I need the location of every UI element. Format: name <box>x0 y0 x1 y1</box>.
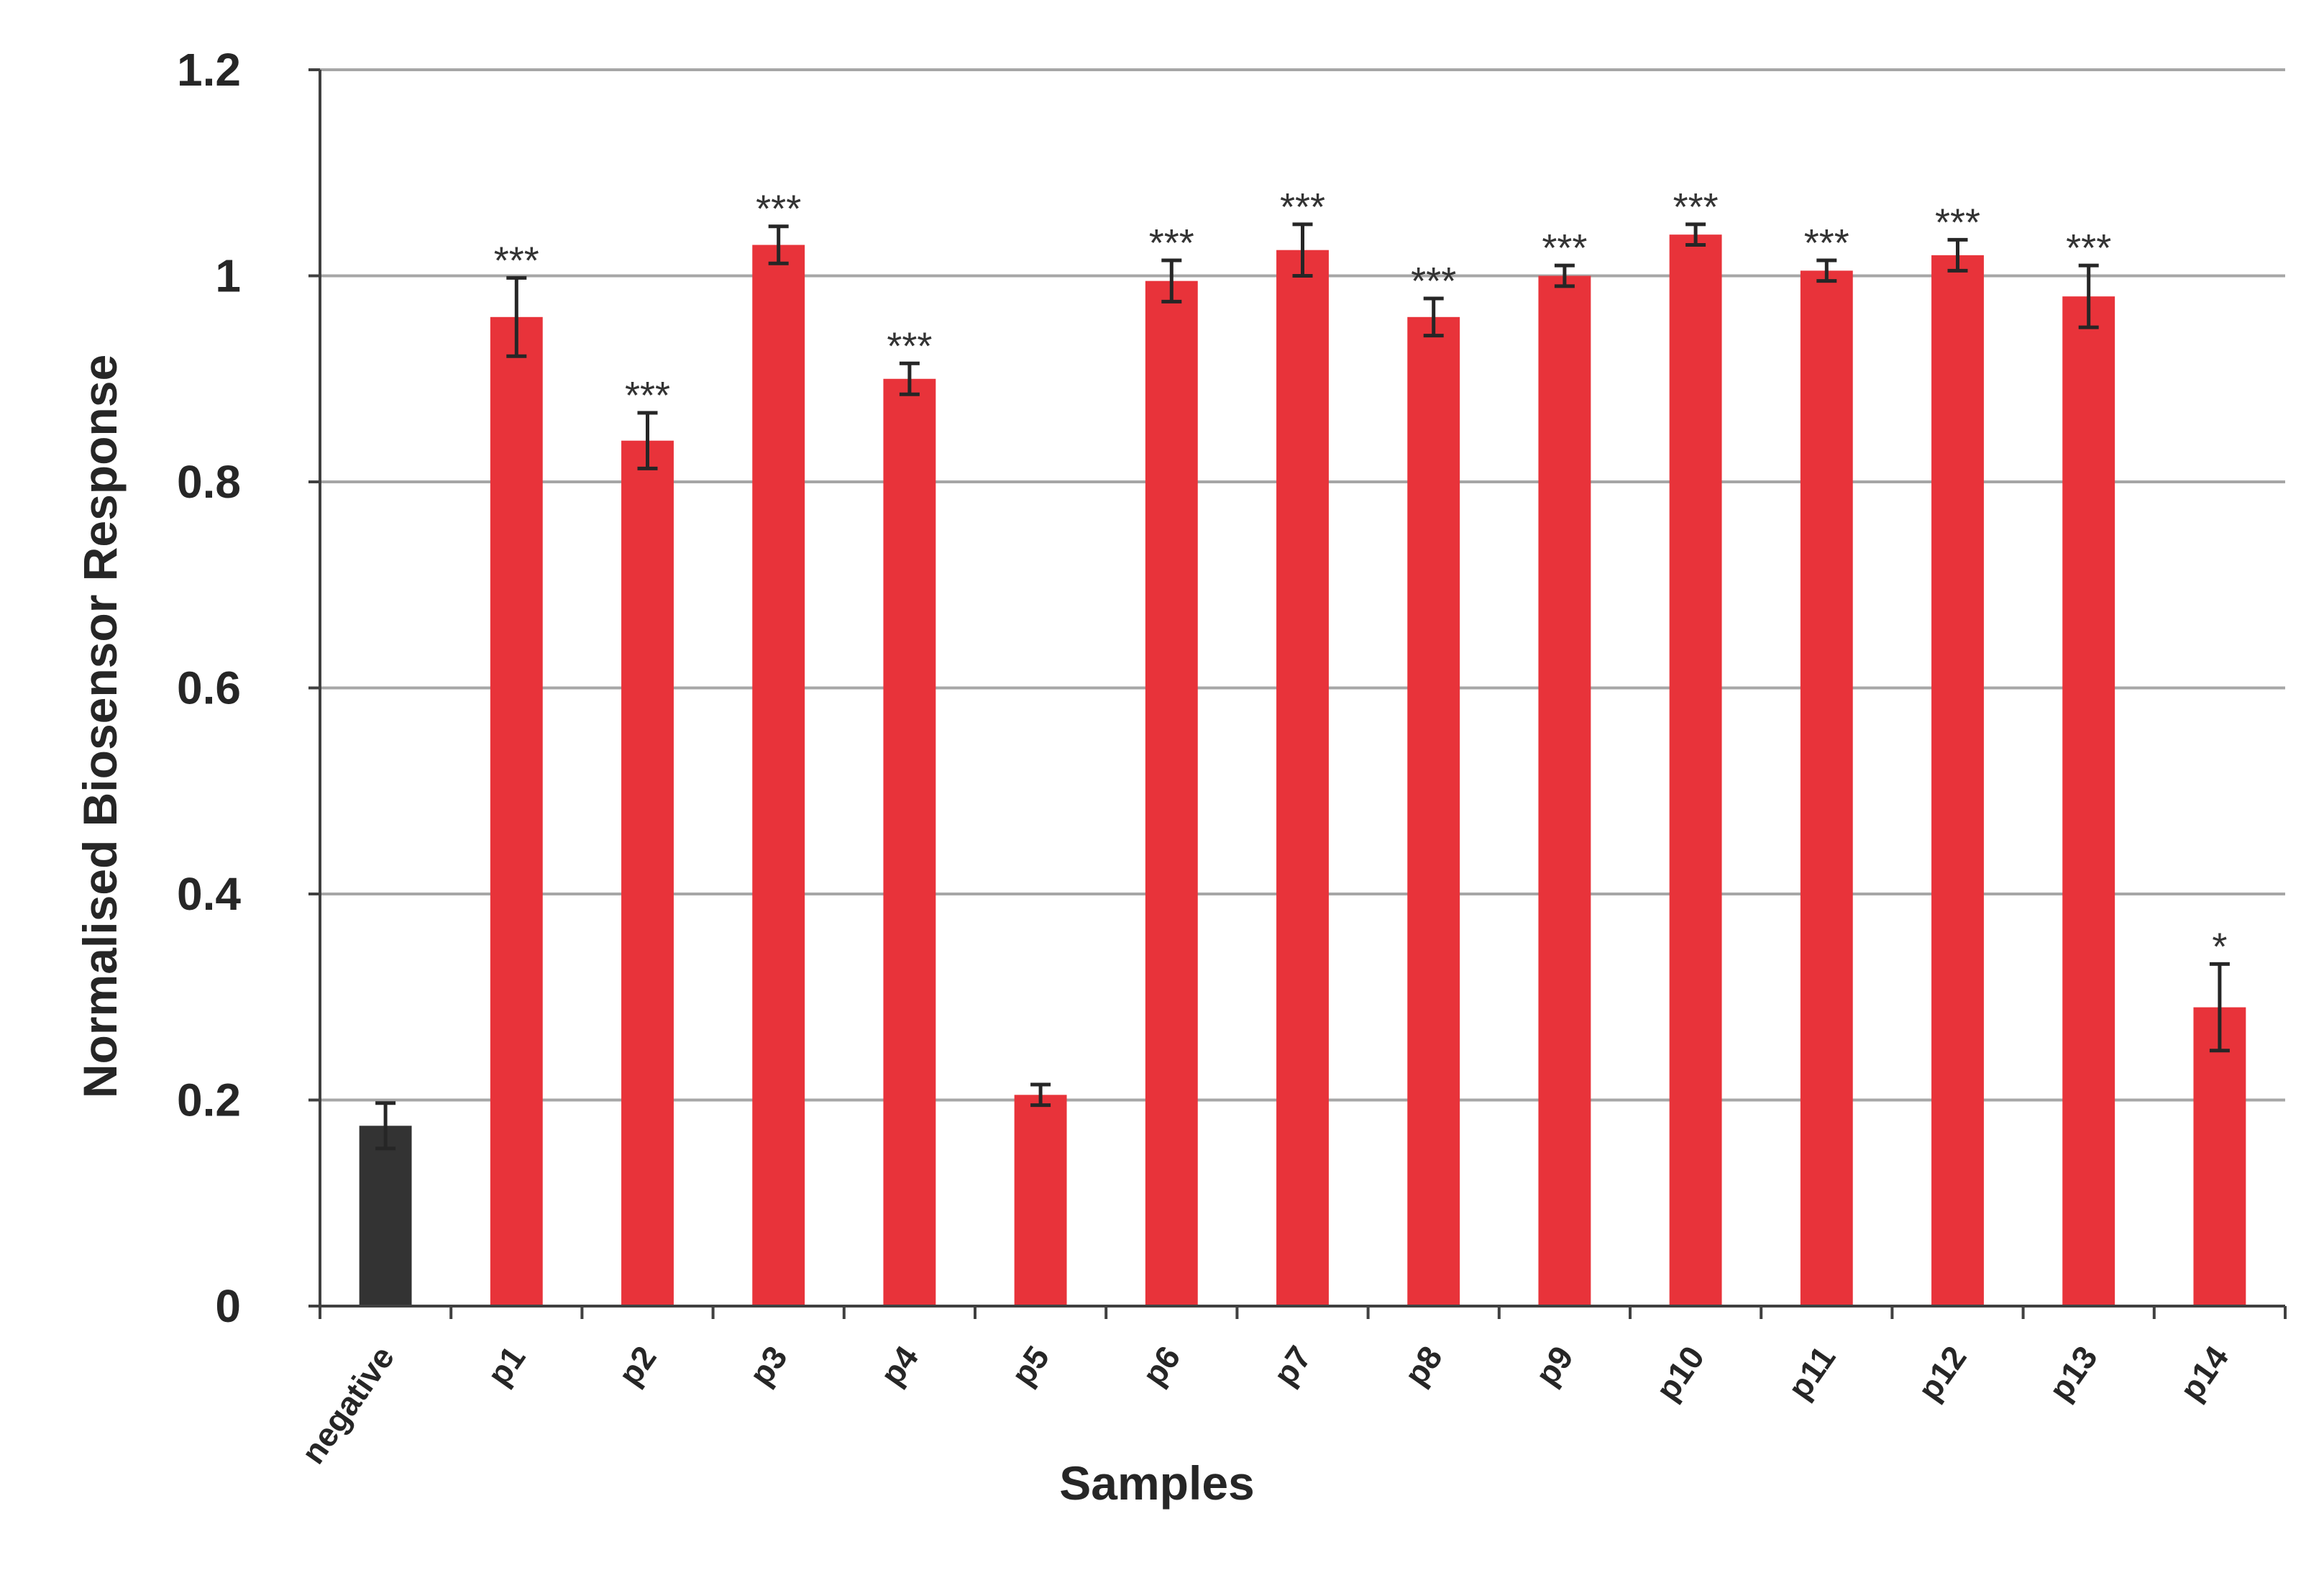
bar-p11 <box>1800 270 1853 1306</box>
significance-p9: *** <box>1542 227 1587 270</box>
axes <box>308 68 2287 1319</box>
bar-p6 <box>1145 280 1198 1307</box>
bar-p9 <box>1538 275 1591 1306</box>
x-tick-label-p14: p14 <box>2172 1339 2236 1407</box>
significance-p6: *** <box>1149 222 1194 265</box>
bar-p1 <box>490 316 543 1306</box>
significance-p4: *** <box>887 324 932 368</box>
y-tick-labels: 0 0.2 0.4 0.6 0.8 1 1.2 <box>177 44 241 1332</box>
bar-p4 <box>883 378 936 1306</box>
bar-p13 <box>2062 296 2115 1306</box>
x-tick-labels: negative p1 p2 p3 p4 p5 p6 p7 p8 p9 p10 p11 p12 p13 p1… <box>294 1339 2236 1471</box>
significance-p2: *** <box>625 374 670 417</box>
significance-p10: *** <box>1673 186 1719 229</box>
significance-p14: * <box>2212 925 2227 968</box>
y-tick-label: 0.2 <box>177 1074 241 1126</box>
x-tick-label-p10: p10 <box>1648 1339 1711 1407</box>
significance-labels: ****************************** ******* <box>494 186 2228 969</box>
error-bars <box>375 222 2230 1151</box>
significance-p7: *** <box>1280 186 1325 229</box>
x-tick-label-p5: p5 <box>1004 1339 1056 1392</box>
y-tick-label: 1 <box>215 250 241 302</box>
bar-p14 <box>2193 1007 2246 1306</box>
significance-p11: *** <box>1804 222 1849 265</box>
y-tick-label: 0.4 <box>177 868 241 920</box>
x-tick-label-p7: p7 <box>1266 1339 1318 1392</box>
x-tick-label-p1: p1 <box>480 1339 532 1392</box>
bar-p5 <box>1014 1095 1067 1306</box>
bar-p12 <box>1931 255 1984 1307</box>
x-tick-label-p6: p6 <box>1135 1339 1187 1392</box>
y-axis-label: Normalised Biosensor Response <box>73 355 127 1098</box>
y-tick-label: 0.8 <box>177 456 241 508</box>
x-tick-label-p4: p4 <box>873 1339 926 1392</box>
significance-p1: *** <box>494 239 539 282</box>
x-tick-label-p8: p8 <box>1397 1339 1450 1392</box>
x-tick-label-p2: p2 <box>610 1339 663 1392</box>
x-tick-label-p13: p13 <box>2041 1339 2105 1407</box>
x-tick-label-p3: p3 <box>742 1339 795 1392</box>
bars <box>359 234 2246 1307</box>
significance-p13: *** <box>2066 227 2111 270</box>
significance-p8: *** <box>1411 260 1456 303</box>
bar-p10 <box>1669 234 1722 1307</box>
x-tick-label-p11: p11 <box>1780 1339 1843 1406</box>
significance-p3: *** <box>756 188 801 231</box>
significance-p12: *** <box>1935 201 1980 244</box>
y-tick-label: 0.6 <box>177 662 241 714</box>
bar-p3 <box>752 245 805 1306</box>
bar-p7 <box>1276 250 1329 1306</box>
y-tick-label: 0 <box>215 1280 241 1332</box>
y-tick-label: 1.2 <box>177 44 241 96</box>
bar-negative <box>359 1126 412 1306</box>
bar-p2 <box>621 440 674 1307</box>
x-tick-label-p12: p12 <box>1911 1339 1974 1407</box>
bar-p8 <box>1407 316 1460 1306</box>
x-axis-label: Samples <box>1059 1456 1254 1510</box>
x-tick-label-negative: negative <box>294 1339 402 1471</box>
x-tick-label-p9: p9 <box>1528 1339 1580 1392</box>
